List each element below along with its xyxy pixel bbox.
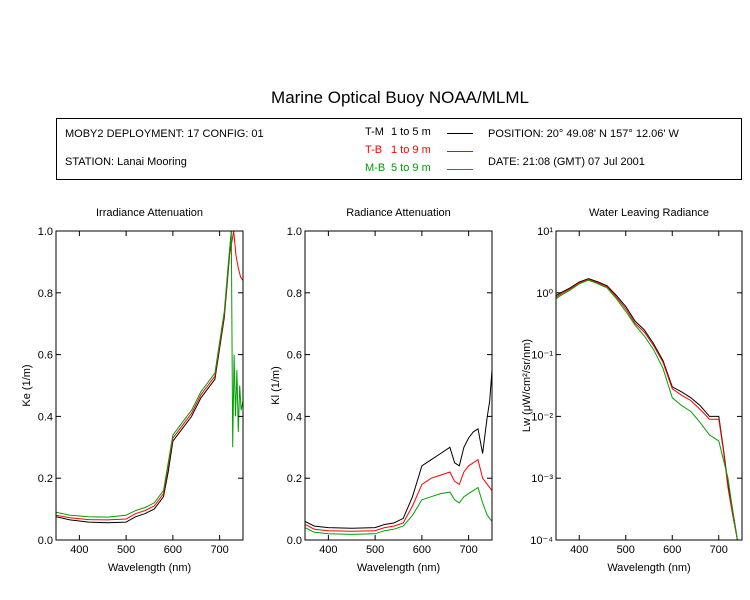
series-line-t-b: [556, 278, 738, 540]
y-tick-label: 0.6: [38, 350, 53, 362]
y-tick-label: 1.0: [287, 226, 302, 238]
x-tick-label: 700: [459, 544, 477, 556]
date-text: DATE: 21:08 (GMT) 07 Jul 2001: [488, 156, 645, 168]
y-tick-label: 0.0: [287, 535, 302, 547]
y-tick-label: 10⁻³: [531, 473, 553, 485]
x-tick-label: 400: [319, 544, 337, 556]
y-tick-label: 10⁻²: [531, 411, 553, 423]
x-axis-label: Wavelength (nm): [607, 562, 690, 574]
x-tick-label: 500: [366, 544, 384, 556]
plot-frame: [304, 230, 493, 541]
legend-code-tm: T-M: [365, 126, 384, 138]
series-line-t-b: [305, 458, 492, 532]
series-line-t-b: [56, 231, 243, 521]
station-text: STATION: Lanai Mooring: [65, 156, 187, 168]
y-tick-label: 0.2: [38, 473, 53, 485]
series-line-t-m: [305, 369, 492, 529]
plot-frame: [55, 230, 244, 541]
y-tick-label: 0.4: [287, 411, 302, 423]
legend-line-tm: [447, 133, 473, 134]
y-tick-label: 10¹: [537, 226, 553, 238]
x-tick-label: 700: [210, 544, 228, 556]
chart-title: Water Leaving Radiance: [589, 207, 709, 219]
y-tick-label: 10⁰: [536, 288, 553, 300]
x-axis-label: Wavelength (nm): [108, 562, 191, 574]
y-tick-label: 0.2: [287, 473, 302, 485]
legend-line-tb: [447, 151, 473, 152]
x-tick-label: 400: [70, 544, 88, 556]
y-tick-label: 10⁻⁴: [530, 535, 553, 547]
y-axis-label: Lw (μW/cm²/sr/nm): [521, 339, 533, 432]
legend-range-tb: 1 to 9 m: [391, 144, 431, 156]
info-box: MOBY2 DEPLOYMENT: 17 CONFIG: 01 STATION:…: [56, 118, 742, 180]
legend-range-mb: 5 to 9 m: [391, 162, 431, 174]
legend-code-mb: M-B: [365, 162, 386, 174]
series-line-t-m: [56, 231, 232, 524]
x-tick-label: 400: [570, 544, 588, 556]
chart-1: Irradiance Attenuation 400 500 600 700 0.0 0.2…: [21, 207, 244, 574]
y-tick-label: 0.6: [287, 350, 302, 362]
legend-code-tb: T-B: [365, 144, 383, 156]
x-tick-label: 700: [710, 544, 728, 556]
y-tick-label: 0.8: [287, 288, 302, 300]
y-tick-label: 0.4: [38, 411, 53, 423]
series-line-t-m: [556, 278, 738, 540]
x-tick-label: 500: [117, 544, 135, 556]
y-axis-label: Ke (1/m): [21, 364, 33, 406]
series-line-m-b: [305, 486, 492, 535]
chart-2: Radiance Attenuation 400 500 600 700 0.0 0.2 0.…: [270, 207, 493, 574]
y-tick-label: 1.0: [38, 226, 53, 238]
x-tick-label: 600: [413, 544, 431, 556]
chart-title: Irradiance Attenuation: [96, 207, 203, 219]
x-tick-label: 600: [164, 544, 182, 556]
plot-frame: [555, 230, 743, 541]
y-tick-label: 10⁻¹: [531, 350, 553, 362]
deployment-text: MOBY2 DEPLOYMENT: 17 CONFIG: 01: [65, 128, 264, 140]
x-tick-label: 500: [617, 544, 635, 556]
legend-line-mb: [447, 169, 473, 170]
legend-range-tm: 1 to 5 m: [391, 126, 431, 138]
x-tick-label: 600: [663, 544, 681, 556]
position-text: POSITION: 20° 49.08' N 157° 12.06' W: [488, 128, 679, 140]
x-axis-label: Wavelength (nm): [357, 562, 440, 574]
chart-3: Water Leaving Radiance 400 500 600 700 10¹ 10⁰…: [521, 207, 743, 574]
page-title: Marine Optical Buoy NOAA/MLML: [271, 88, 529, 107]
y-tick-label: 0.0: [38, 535, 53, 547]
series-line-m-b: [56, 231, 243, 518]
chart-title: Radiance Attenuation: [346, 207, 451, 219]
series-line-m-b: [556, 279, 738, 540]
y-tick-label: 0.8: [38, 288, 53, 300]
y-axis-label: Kl (1/m): [270, 366, 282, 405]
